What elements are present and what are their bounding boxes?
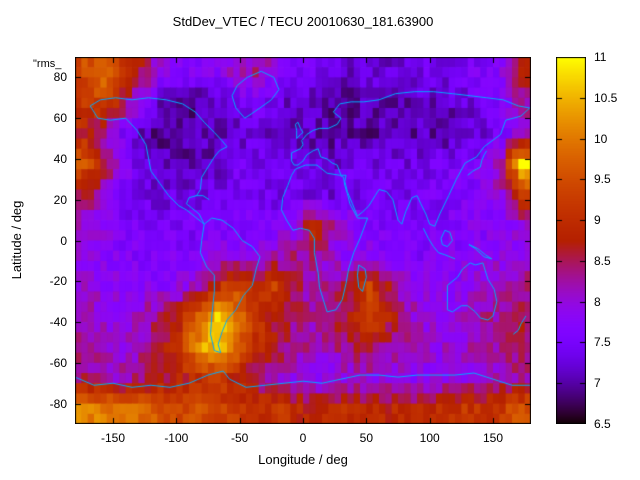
x-axis-label: Longitude / deg [258, 452, 348, 467]
y-tick-label: 40 [53, 151, 67, 166]
key-label: "rms_ [33, 58, 62, 70]
x-tick-label: 0 [299, 431, 307, 445]
y-tick-label: 20 [53, 192, 67, 207]
colorbar-tick-label: 8 [594, 294, 601, 309]
colorbar-tick-label: 10.5 [594, 90, 618, 105]
x-tick-label: 150 [482, 431, 504, 445]
y-tick-label: -40 [49, 315, 67, 330]
colorbar-tick-label: 10 [594, 131, 608, 146]
colorbar-tick-label: 9.5 [594, 172, 611, 187]
x-tick-label: 50 [359, 431, 374, 445]
y-tick-label: -80 [49, 396, 67, 411]
y-tick-label: 80 [53, 70, 67, 85]
x-tick-label: -150 [100, 431, 126, 445]
colorbar-canvas [556, 57, 586, 424]
colorbar-tick-label: 9 [594, 213, 601, 228]
plot-title: StdDev_VTEC / TECU 20010630_181.63900 [172, 14, 434, 29]
heatmap-canvas [75, 57, 531, 424]
colorbar-tick-label: 11 [594, 50, 607, 64]
colorbar-tick-label: 7.5 [594, 335, 611, 350]
y-tick-label: -60 [49, 355, 67, 370]
y-tick-label: 60 [53, 111, 67, 126]
colorbar-tick-label: 6.5 [594, 417, 611, 431]
colorbar-tick-label: 7 [594, 376, 601, 391]
y-tick-label: 0 [60, 233, 67, 248]
x-tick-label: -50 [230, 431, 249, 445]
colorbar-tick-label: 8.5 [594, 253, 611, 268]
x-tick-label: -100 [164, 431, 189, 445]
x-tick-label: 100 [419, 431, 440, 445]
y-tick-label: -20 [49, 274, 67, 289]
